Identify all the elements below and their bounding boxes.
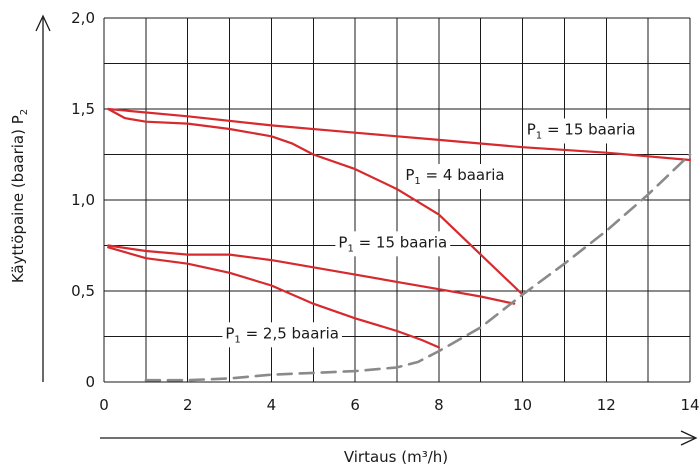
series-line-4 bbox=[107, 246, 440, 349]
series-label-symbol: P bbox=[338, 233, 347, 251]
x-tick-label: 6 bbox=[350, 396, 360, 414]
x-tick-label: 8 bbox=[434, 396, 444, 414]
series-label-2: P1 = 4 baaria bbox=[405, 166, 504, 187]
series-label-symbol: P bbox=[405, 166, 414, 184]
x-axis-title: Virtaus (m³/h) bbox=[344, 448, 448, 466]
series-line-3 bbox=[107, 244, 516, 305]
tick-labels: 0 2 4 6 8 10 12 14 0 0,5 1,0 1,5 2,0 bbox=[71, 9, 699, 414]
series-label-value: = 15 baaria bbox=[542, 120, 635, 138]
series-label-subscript: 1 bbox=[536, 130, 542, 141]
series-label-group-3: P1 = 15 baaria bbox=[335, 231, 451, 257]
y-tick-label: 0,5 bbox=[71, 282, 95, 300]
x-tick-label: 4 bbox=[267, 396, 277, 414]
x-tick-label: 14 bbox=[680, 396, 699, 414]
dashed-curve bbox=[144, 153, 692, 382]
x-tick-label: 12 bbox=[597, 396, 616, 414]
series-label-value: = 2,5 baaria bbox=[241, 324, 339, 342]
y-axis-title-group: Käyttöpaine (baaria) P2 bbox=[9, 109, 30, 283]
x-axis-arrow-head bbox=[680, 430, 698, 446]
series-line-2 bbox=[107, 107, 524, 296]
series-label-background bbox=[222, 322, 342, 348]
axes: Virtaus (m³/h) Käyttöpaine (baaria) P2 bbox=[9, 14, 698, 466]
y-tick-label: 0 bbox=[85, 373, 95, 391]
y-tick-label: 1,0 bbox=[71, 191, 95, 209]
x-tick-label: 0 bbox=[99, 396, 109, 414]
series-label-group-1: P1 = 15 baaria bbox=[523, 118, 639, 144]
series-lines bbox=[107, 107, 692, 382]
x-tick-label: 2 bbox=[183, 396, 193, 414]
series-label-subscript: 1 bbox=[347, 243, 353, 254]
y-axis-title-main: Käyttöpaine (baaria) P bbox=[9, 115, 27, 283]
series-label-group-4: P1 = 2,5 baaria bbox=[222, 322, 342, 348]
series-label-subscript: 1 bbox=[234, 334, 240, 345]
series-line-1 bbox=[107, 107, 692, 162]
series-label-3: P1 = 15 baaria bbox=[338, 233, 447, 254]
y-tick-label: 1,5 bbox=[71, 100, 95, 118]
series-label-group-2: P1 = 4 baaria bbox=[402, 163, 508, 189]
series-label-symbol: P bbox=[225, 324, 234, 342]
series-label-value: = 15 baaria bbox=[354, 233, 447, 251]
y-axis-arrow-head bbox=[35, 14, 51, 32]
series-label-4: P1 = 2,5 baaria bbox=[225, 324, 339, 345]
y-tick-label: 2,0 bbox=[71, 9, 95, 27]
series-label-value: = 4 baaria bbox=[421, 166, 505, 184]
y-axis-title: Käyttöpaine (baaria) P2 bbox=[9, 109, 30, 283]
series-label-background bbox=[335, 231, 451, 257]
series-label-symbol: P bbox=[527, 120, 536, 138]
series-label-subscript: 1 bbox=[414, 176, 420, 187]
series-label-background bbox=[402, 163, 508, 189]
x-tick-label: 10 bbox=[513, 396, 532, 414]
series-label-1: P1 = 15 baaria bbox=[527, 120, 636, 141]
grid bbox=[103, 17, 691, 383]
y-axis-title-subscript: 2 bbox=[19, 109, 30, 115]
series-label-background bbox=[523, 118, 639, 144]
